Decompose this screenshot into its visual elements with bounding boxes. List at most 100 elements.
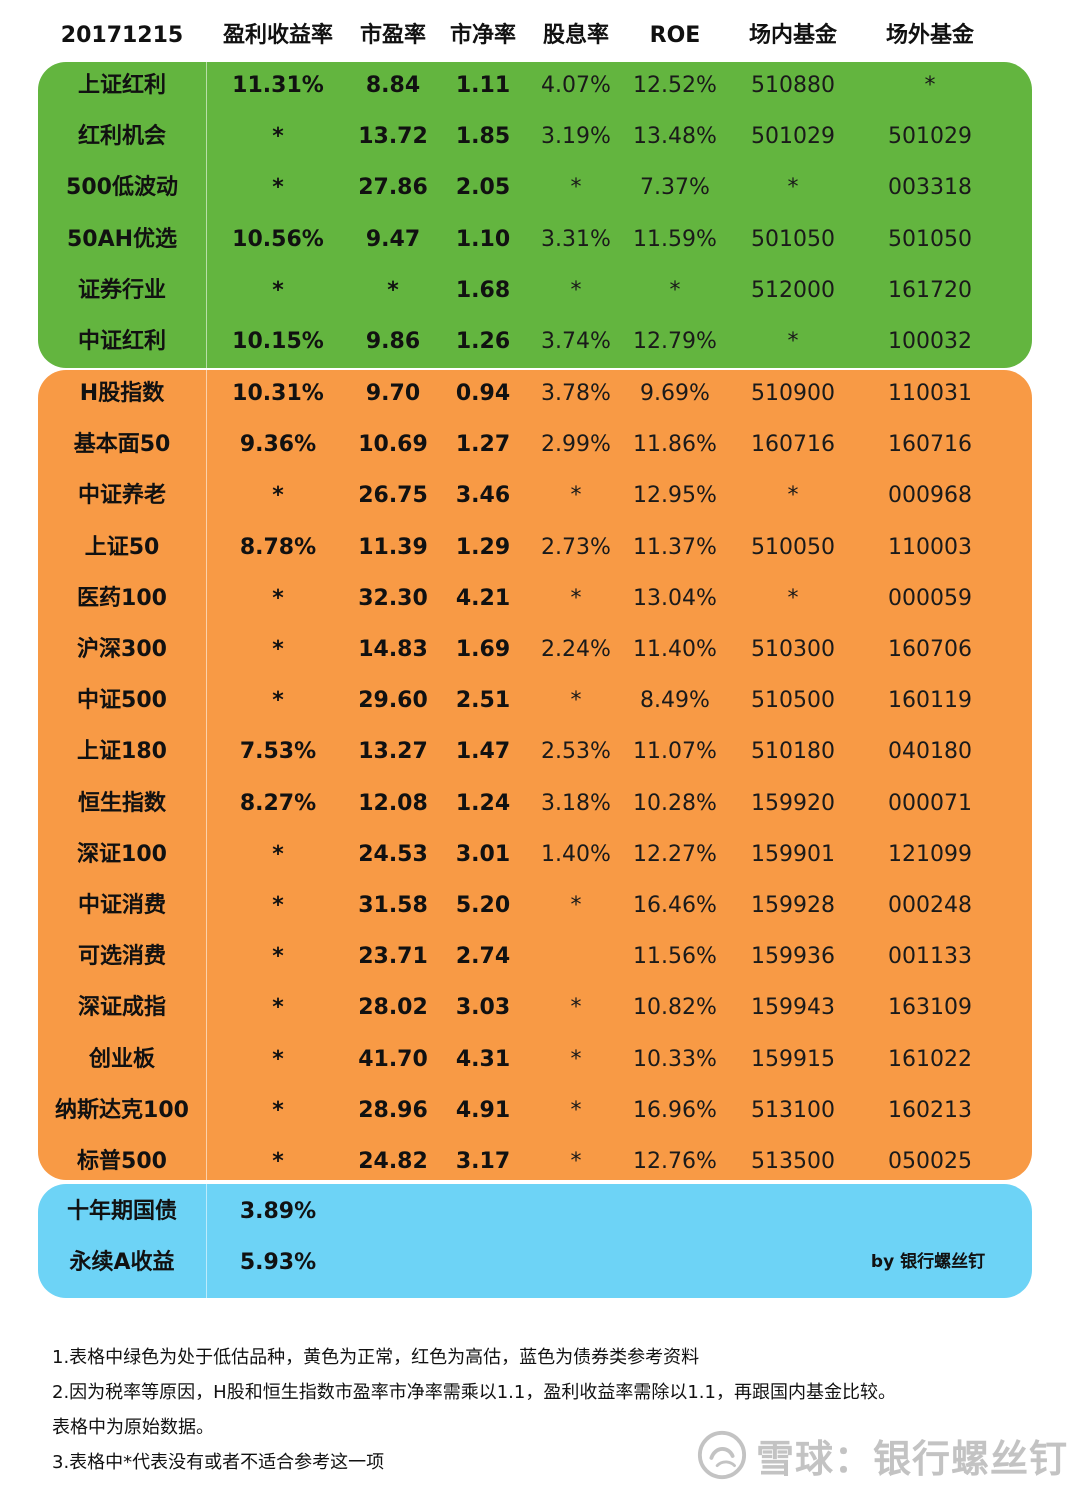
table-cell [530, 931, 622, 982]
table-cell: 11.56% [633, 944, 717, 970]
row-label: 永续A收益 [69, 1250, 175, 1276]
table-cell: 9.86 [365, 329, 421, 354]
table-cell: 000071 [888, 790, 972, 816]
table-cell: 510500 [751, 688, 835, 714]
note-line: 2.因为税率等原因，H股和恒生指数市盈率市净率需乘以1.1，盈利收益率需除以1.… [52, 1382, 896, 1403]
table-cell: 1.10 [455, 226, 511, 252]
row-label: 纳斯达克100 [55, 1097, 189, 1123]
row-label: 500低波动 [66, 175, 178, 201]
table-cell: 9.36% [239, 432, 317, 458]
table-cell: 3.31% [541, 226, 611, 252]
table-row: 纳斯达克100 * 28.96 4.91 * 16.96% 513100 160213 [0, 1085, 1080, 1136]
header-dividend: 股息率 [542, 23, 609, 48]
table-cell: 000968 [888, 483, 972, 509]
table-cell: 159943 [751, 995, 835, 1021]
table-cell: 159920 [751, 790, 835, 816]
table-cell: 501050 [751, 226, 835, 252]
table-cell: * [570, 277, 582, 303]
table-cell: 4.31 [455, 1046, 511, 1072]
table-cell: 29.60 [358, 688, 428, 714]
table-cell: 513100 [751, 1097, 835, 1123]
table-cell: 9.69% [640, 381, 710, 406]
row-label: 基本面50 [73, 432, 171, 458]
table-cell: 31.58 [358, 893, 428, 918]
table-cell: 2.99% [541, 432, 611, 458]
table-cell: 4.91 [455, 1097, 511, 1123]
table-header: 20171215 盈利收益率 市盈率 市净率 股息率 ROE 场内基金 场外基金 [0, 16, 1080, 56]
table-cell: 510180 [751, 739, 835, 765]
group-undervalued [38, 62, 1032, 368]
author-credit: by 银行螺丝钉 [870, 1252, 986, 1272]
row-label: 中证红利 [77, 329, 166, 354]
header-pe: 市盈率 [359, 23, 426, 48]
table-cell: * [570, 175, 582, 201]
note-line: 表格中为原始数据。 [52, 1417, 214, 1438]
table-cell: 11.86% [633, 432, 717, 458]
table-cell: 28.96 [358, 1097, 428, 1123]
table-cell: 10.69 [358, 432, 428, 458]
row-label: H股指数 [79, 381, 165, 406]
table-cell: 513500 [751, 1149, 835, 1174]
table-cell: * [787, 329, 799, 354]
table-row: 医药100 * 32.30 4.21 * 13.04% * 000059 [0, 573, 1080, 624]
column-divider [206, 1184, 207, 1298]
table-cell: 3.46 [455, 483, 511, 509]
table-cell: 23.71 [358, 944, 428, 970]
table-cell: 13.72 [358, 124, 428, 150]
table-cell: 5.93% [239, 1250, 317, 1276]
row-label: 标普500 [77, 1149, 167, 1174]
table-cell: * [387, 277, 399, 303]
row-label: 可选消费 [77, 944, 166, 970]
table-cell: * [570, 1046, 582, 1072]
row-label: 中证养老 [77, 483, 166, 509]
table-cell: 2.05 [455, 175, 511, 201]
table-cell: 050025 [888, 1149, 972, 1174]
table-cell: 1.68 [455, 277, 511, 303]
table-cell: 1.47 [455, 739, 511, 765]
table-row: 深证100 * 24.53 3.01 1.40% 12.27% 159901 121099 [0, 829, 1080, 880]
table-cell: * [570, 893, 582, 918]
table-cell: 000248 [888, 893, 972, 918]
table-cell: 040180 [888, 739, 972, 765]
table-cell: 3.78% [541, 381, 611, 406]
table-cell: 2.24% [541, 637, 611, 662]
table-cell: 159915 [751, 1046, 835, 1072]
table-cell: 3.89% [239, 1199, 317, 1224]
row-label: 深证成指 [77, 995, 166, 1021]
table-cell: 10.15% [232, 329, 324, 354]
group-bonds [38, 1184, 1032, 1298]
table-cell: * [272, 175, 284, 201]
table-row: 中证消费 * 31.58 5.20 * 16.46% 159928 000248 [0, 880, 1080, 931]
header-pb: 市净率 [449, 23, 516, 48]
table-cell: 159928 [751, 893, 835, 918]
row-label: 中证消费 [77, 893, 166, 918]
table-cell: * [924, 73, 936, 98]
table-cell: 4.07% [541, 73, 611, 98]
table-row: 基本面50 9.36% 10.69 1.27 2.99% 11.86% 160716 1607… [0, 419, 1080, 470]
table-cell: 1.29 [455, 534, 511, 560]
table-cell: 3.03 [455, 995, 511, 1021]
table-cell: 10.56% [232, 226, 324, 252]
row-label: 上证50 [84, 534, 160, 560]
table-cell: 3.74% [541, 329, 611, 354]
table-cell: 27.86 [358, 175, 428, 201]
table-row: 恒生指数 8.27% 12.08 1.24 3.18% 10.28% 159920 00007… [0, 778, 1080, 829]
table-cell: 160119 [888, 688, 972, 714]
table-cell: * [272, 944, 284, 970]
header-roe: ROE [649, 23, 701, 48]
table-cell: 10.31% [232, 381, 324, 406]
table-row: 上证180 7.53% 13.27 1.47 2.53% 11.07% 510180 0401… [0, 726, 1080, 777]
table-cell: * [570, 1149, 582, 1174]
table-cell: 159901 [751, 841, 835, 867]
table-cell: 7.53% [239, 739, 317, 765]
table-cell: 510880 [751, 73, 835, 98]
table-row: 标普500 * 24.82 3.17 * 12.76% 513500 050025 [0, 1136, 1080, 1187]
table-cell: 5.20 [455, 893, 511, 918]
table-cell: 501050 [888, 226, 972, 252]
table-cell: 13.04% [633, 585, 717, 611]
column-divider [206, 370, 207, 1180]
table-cell: 41.70 [358, 1046, 428, 1072]
table-cell: 1.24 [455, 790, 511, 816]
table-row: 50AH优选 10.56% 9.47 1.10 3.31% 11.59% 501050 501… [0, 214, 1080, 265]
header-exchange-fund: 场内基金 [748, 23, 837, 48]
